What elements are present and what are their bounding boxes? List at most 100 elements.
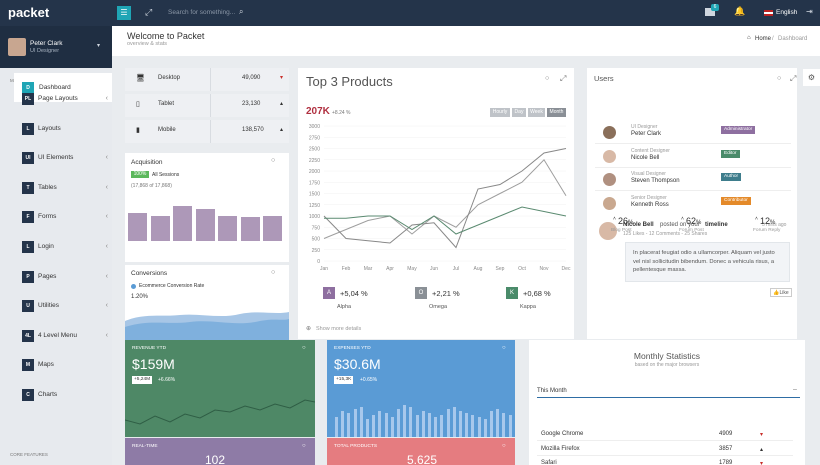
acquisition-bar xyxy=(240,216,260,241)
acquisition-card: Acquisition ○ 100% All Sessions (17,868 … xyxy=(125,153,289,262)
expense-bar xyxy=(415,415,419,437)
user-name: Peter Clark xyxy=(30,40,63,47)
monthly-card: Monthly Statistics based on the major br… xyxy=(529,340,805,465)
y-tick-label: 2000 xyxy=(309,169,320,175)
user-name[interactable]: Nicole Bell xyxy=(631,154,660,161)
nav-item-icon: P xyxy=(22,270,34,283)
sidebar-item-maps[interactable]: M Maps xyxy=(6,354,112,379)
users-settings-icon[interactable]: ○ xyxy=(777,75,782,82)
phone-icon: ▮ xyxy=(136,127,140,134)
products-expand-icon[interactable]: ⤢ xyxy=(560,74,567,83)
user-role-badge: Editor xyxy=(721,149,740,158)
brand-logo[interactable]: packet xyxy=(8,5,50,20)
chevron-left-icon: ‹ xyxy=(105,154,108,162)
period-month-button[interactable]: Month xyxy=(547,108,566,117)
user-name[interactable]: Steven Thompson xyxy=(631,178,680,184)
stat-label: Forum Reply xyxy=(753,228,781,233)
sidebar-item-charts[interactable]: C Charts xyxy=(6,384,112,409)
post-time: 5 mins ago xyxy=(762,222,787,228)
sidebar-item-forms[interactable]: F Forms ‹ xyxy=(6,206,112,231)
products-line-chart: 3000275025002250200017501500125010007505… xyxy=(309,124,571,272)
monthly-collapse-icon[interactable]: – xyxy=(793,386,797,393)
period-hourly-button[interactable]: Hourly xyxy=(490,108,510,117)
expand-icon[interactable]: ⤢ xyxy=(145,7,153,17)
sidebar-item-tables[interactable]: T Tables ‹ xyxy=(6,177,112,202)
tile-settings-icon[interactable]: ○ xyxy=(302,345,306,351)
search-input[interactable]: Search for something... xyxy=(168,9,236,16)
product-letter-badge: A xyxy=(323,287,335,299)
users-expand-icon[interactable]: ⤢ xyxy=(790,74,797,83)
acquisition-settings-icon[interactable]: ○ xyxy=(271,157,276,164)
nav-item-icon: T xyxy=(22,181,34,194)
sidebar-item-layouts[interactable]: L Layouts xyxy=(6,118,112,143)
conversions-wave xyxy=(125,312,289,342)
sidebar-item-login[interactable]: L Login ‹ xyxy=(6,236,112,261)
user-role: Senior Designer xyxy=(631,194,667,201)
sidebar-item-utilities[interactable]: U Utilities ‹ xyxy=(6,295,112,320)
like-label: Like xyxy=(779,290,789,296)
messages-icon[interactable] xyxy=(705,8,715,16)
stat-unit: % xyxy=(770,220,776,226)
revenue-line xyxy=(124,399,316,425)
stat-value: 26% xyxy=(618,216,633,226)
x-tick-label: Jun xyxy=(430,266,438,272)
conversions-settings-icon[interactable]: ○ xyxy=(271,269,276,276)
x-tick-label: Feb xyxy=(342,266,351,272)
browser-name: Google Chrome xyxy=(541,431,584,437)
products-settings-icon[interactable]: ○ xyxy=(545,75,550,82)
tile-badge: +5,24M xyxy=(132,376,153,384)
period-week-button[interactable]: Week xyxy=(528,108,545,117)
user-name[interactable]: Peter Clark xyxy=(631,131,662,137)
post-avatar xyxy=(599,222,617,240)
sidebar-item-page-layouts[interactable]: PL Page Layouts ‹ xyxy=(6,88,112,113)
sidebar-item-dashboard[interactable]: D Dashboard xyxy=(14,73,112,102)
x-tick-label: Apr xyxy=(386,266,394,272)
like-button[interactable]: 👍Like xyxy=(770,288,792,297)
nav-item-label: Dashboard xyxy=(39,84,71,91)
stat-value: 12% xyxy=(760,216,775,226)
conversions-value: 1.20% xyxy=(131,294,149,300)
post-author[interactable]: Nicole Bell xyxy=(623,222,654,228)
sidebar-item-pages[interactable]: P Pages ‹ xyxy=(6,266,112,291)
breadcrumb-home[interactable]: Home xyxy=(755,36,772,42)
sidebar-item-ui-elements[interactable]: UI UI Elements ‹ xyxy=(6,147,112,172)
browser-value: 3857 xyxy=(719,445,733,452)
expense-bar xyxy=(434,417,438,437)
right-panel-toggle-icon[interactable]: ⇥ xyxy=(806,7,813,16)
expense-bar xyxy=(508,415,512,437)
user-block[interactable]: Peter Clark UI Designer ▾ xyxy=(0,26,112,68)
monitor-icon: 🖥 xyxy=(136,75,145,82)
device-divider xyxy=(210,120,211,143)
post-target[interactable]: timeline xyxy=(705,222,728,228)
period-day-button[interactable]: Day xyxy=(512,108,526,117)
user-divider xyxy=(595,143,791,144)
expense-bar xyxy=(353,409,357,437)
y-tick-label: 500 xyxy=(312,237,321,243)
user-role: Visual Designer xyxy=(631,171,666,177)
monthly-row: Google Chrome 4909 ▾ xyxy=(537,427,793,441)
x-tick-label: Jul xyxy=(453,266,459,272)
language-selector[interactable]: English xyxy=(776,9,798,16)
settings-float-button[interactable]: ⚙ xyxy=(803,69,820,86)
menu-toggle-button[interactable]: ☰ xyxy=(117,6,131,20)
product-letter-badge: O xyxy=(415,287,427,299)
nav-item-icon: F xyxy=(22,211,34,224)
messages-badge: 6 xyxy=(711,4,719,11)
show-more-link[interactable]: Show more details xyxy=(316,326,362,332)
monthly-tab[interactable]: This Month xyxy=(537,388,567,394)
tile-settings-icon[interactable]: ○ xyxy=(502,345,506,351)
tile-settings-icon[interactable]: ○ xyxy=(502,443,506,449)
user-name[interactable]: Kenneth Ross xyxy=(631,201,669,208)
search-icon[interactable]: ⌕ xyxy=(239,7,244,16)
device-label: Mobile xyxy=(158,127,176,133)
nav-item-icon: D xyxy=(22,82,34,94)
nav-item-icon: L xyxy=(22,122,34,135)
home-icon[interactable]: ⌂ xyxy=(747,35,751,41)
nav-item-icon: 4L xyxy=(22,329,34,342)
tile-settings-icon[interactable]: ○ xyxy=(302,443,306,449)
expense-bar xyxy=(366,419,369,437)
bell-icon[interactable]: 🔔 xyxy=(734,6,746,16)
sidebar-item-4-level-menu[interactable]: 4L 4 Level Menu ‹ xyxy=(6,325,112,350)
show-more-icon[interactable]: ⊕ xyxy=(306,326,312,332)
user-menu-chevron-icon[interactable]: ▾ xyxy=(97,43,101,49)
